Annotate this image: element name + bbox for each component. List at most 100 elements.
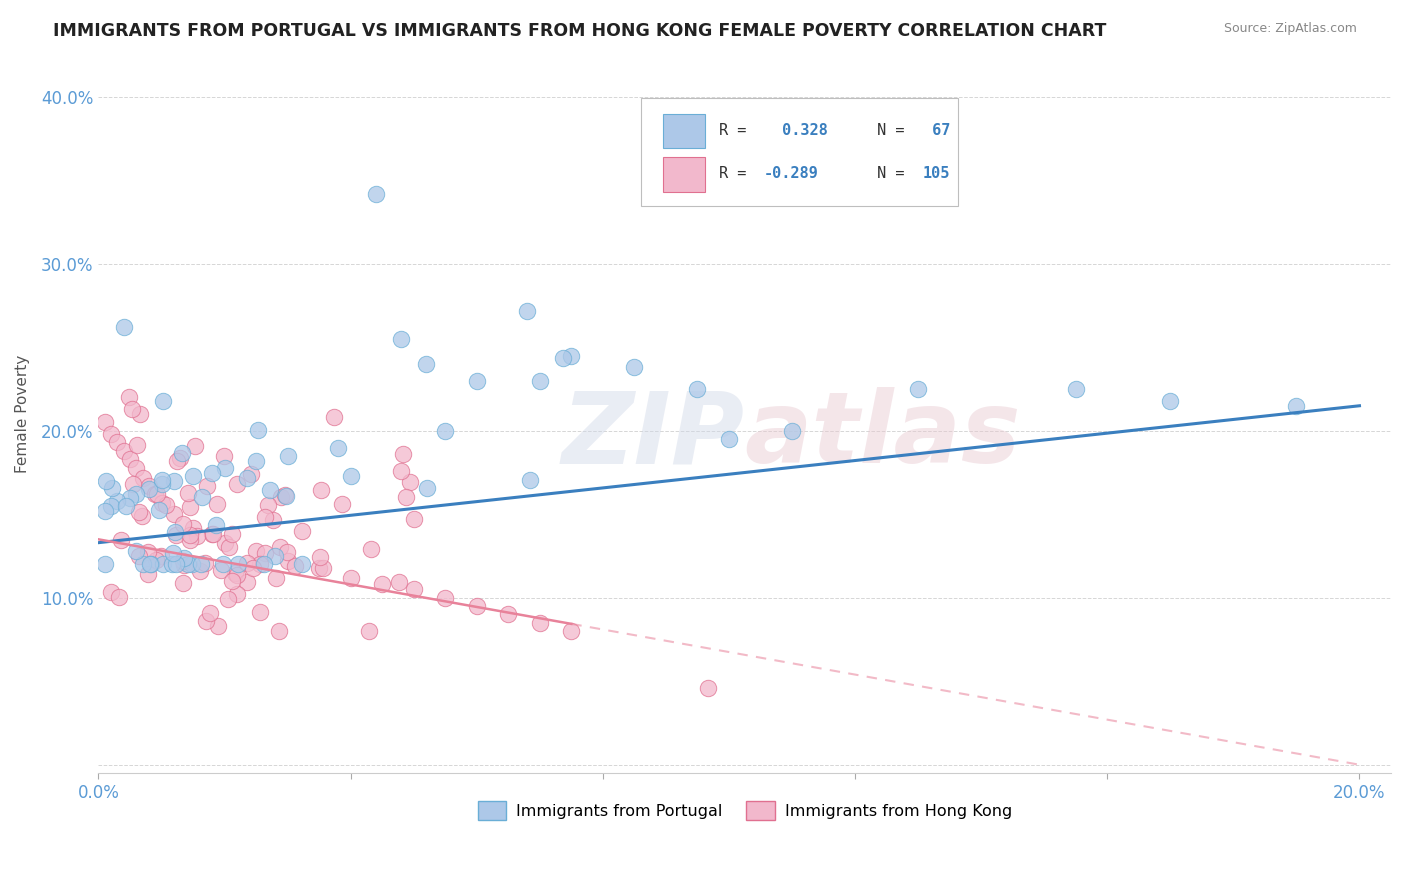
Point (146, 486, 169, 500)
Point (465, 374, 488, 388)
Point (163, 524, 186, 539)
Point (201, 527, 224, 541)
Point (124, 544, 146, 558)
Point (240, 467, 263, 481)
Point (249, 605, 271, 619)
Point (165, 528, 187, 542)
Point (686, 382, 709, 396)
Point (277, 449, 299, 463)
Point (308, 560, 330, 574)
Point (100, 499, 122, 513)
Point (190, 490, 212, 504)
Text: 105: 105 (924, 166, 950, 181)
Point (277, 554, 299, 568)
Point (128, 505, 150, 519)
Point (165, 558, 187, 572)
Point (107, 591, 129, 605)
FancyBboxPatch shape (641, 98, 957, 206)
Point (172, 576, 194, 591)
Point (560, 624, 582, 639)
Point (139, 558, 162, 572)
Point (225, 477, 247, 491)
Point (236, 574, 259, 589)
Point (195, 479, 218, 493)
Point (173, 558, 195, 573)
Point (94, 504, 117, 518)
Point (162, 546, 184, 560)
Point (269, 624, 291, 639)
Point (150, 477, 173, 491)
Point (402, 582, 425, 597)
Point (152, 394, 174, 409)
Point (138, 479, 160, 493)
Point (101, 481, 124, 495)
Point (121, 401, 143, 416)
Point (205, 518, 228, 533)
Point (434, 591, 457, 605)
Point (1159, 393, 1181, 408)
Point (274, 488, 297, 502)
Point (112, 320, 135, 334)
Text: N =: N = (868, 166, 912, 181)
Point (262, 514, 284, 528)
Point (529, 615, 551, 630)
Point (214, 535, 236, 549)
Point (94, 474, 117, 488)
Point (118, 491, 141, 505)
Point (172, 445, 194, 459)
Point (415, 357, 437, 371)
Point (179, 500, 201, 515)
Text: IMMIGRANTS FROM PORTUGAL VS IMMIGRANTS FROM HONG KONG FEMALE POVERTY CORRELATION: IMMIGRANTS FROM PORTUGAL VS IMMIGRANTS F… (53, 22, 1107, 40)
Point (212, 449, 235, 463)
Point (226, 558, 249, 572)
Point (112, 443, 135, 458)
Point (136, 566, 159, 581)
Point (176, 486, 198, 500)
Point (221, 574, 243, 588)
Point (340, 468, 363, 483)
Point (181, 521, 204, 535)
Point (129, 407, 152, 421)
Point (162, 558, 184, 572)
Point (391, 448, 413, 462)
Point (270, 490, 292, 504)
Y-axis label: Female Poverty: Female Poverty (15, 355, 30, 474)
Point (225, 568, 247, 582)
Text: 67: 67 (924, 123, 950, 138)
Point (115, 499, 138, 513)
Point (194, 556, 217, 570)
Point (290, 558, 312, 572)
Point (399, 475, 422, 489)
Point (269, 541, 291, 555)
Point (195, 614, 218, 628)
Point (389, 465, 412, 479)
Point (138, 482, 160, 496)
Text: R =: R = (718, 123, 755, 138)
Point (179, 528, 201, 542)
Point (122, 477, 145, 491)
Point (166, 454, 188, 468)
Point (402, 512, 425, 526)
Point (125, 460, 148, 475)
Point (214, 460, 236, 475)
Point (105, 494, 128, 508)
Point (217, 591, 239, 606)
Point (529, 374, 551, 388)
Point (434, 424, 457, 438)
Point (163, 508, 186, 522)
Point (131, 470, 153, 484)
Point (623, 360, 645, 375)
Point (201, 466, 224, 480)
Point (717, 432, 740, 446)
Point (150, 495, 173, 509)
Point (364, 186, 387, 201)
Point (249, 558, 271, 572)
Point (125, 438, 148, 452)
Point (236, 556, 259, 570)
Point (131, 509, 153, 524)
Point (100, 427, 122, 442)
Text: 0.328: 0.328 (773, 123, 828, 138)
Text: atlas: atlas (745, 387, 1021, 484)
Point (177, 558, 200, 572)
Point (221, 526, 243, 541)
